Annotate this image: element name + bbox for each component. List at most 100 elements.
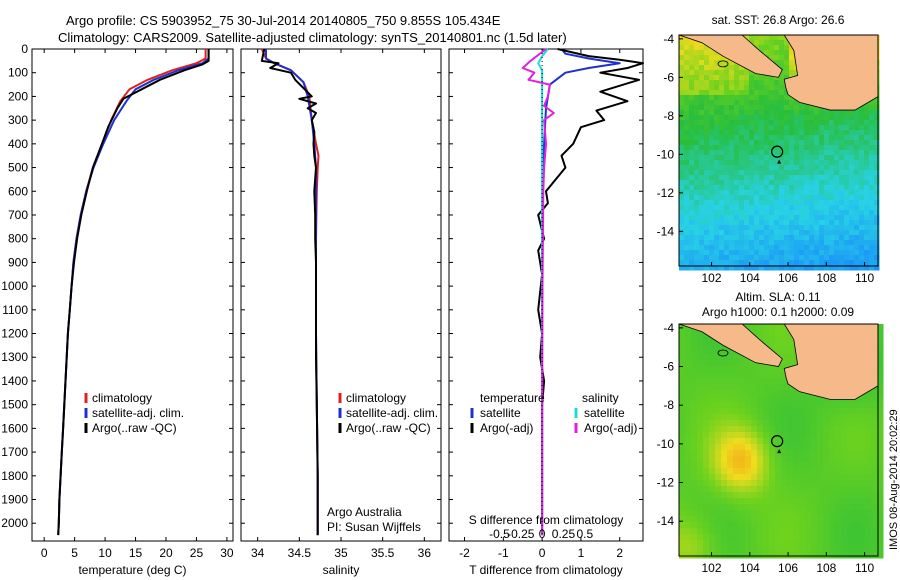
sst_map-cell [814, 165, 820, 171]
sla_map-cell [679, 552, 686, 559]
sst_map-cell [814, 220, 820, 226]
sla_map-cell [709, 462, 716, 469]
sla_map-cell [763, 372, 770, 379]
sst_map-cell [769, 185, 775, 191]
temperature-xtick-label: 20 [159, 546, 173, 560]
sst_map-cell [699, 240, 705, 246]
sst_map-cell [814, 160, 820, 166]
sst_map-cell [694, 105, 700, 111]
sla_map-cell [727, 396, 734, 403]
sla_map-cell [709, 534, 716, 541]
sla_map-cell [721, 552, 728, 559]
sla_map-cell [751, 438, 758, 445]
sla_map-cell [871, 492, 878, 499]
sla_map-cell [781, 330, 788, 337]
sst_map-cell [829, 215, 835, 221]
sst_map-cell [834, 140, 840, 146]
sla_map-cell [799, 486, 806, 493]
sst_map-cell [734, 190, 740, 196]
sla_map-cell [709, 420, 716, 427]
sst_map-cell [764, 175, 770, 181]
sla_map-cell [841, 498, 848, 505]
sst_map-cell [724, 240, 730, 246]
sla_map-cell [829, 498, 836, 505]
sst_map-cell [689, 95, 695, 101]
sst_map-cell [829, 115, 835, 121]
sla_map-cell [841, 426, 848, 433]
sla_map-cell [709, 498, 716, 505]
sst_map-cell [704, 110, 710, 116]
sst_map-cell [749, 120, 755, 126]
sst_map-cell [729, 150, 735, 156]
sla_map-cell [799, 534, 806, 541]
sst_map-cell [699, 185, 705, 191]
sst_map-cell [874, 160, 880, 166]
sla_map-cell [865, 546, 872, 553]
sst_map-cell [744, 170, 750, 176]
sla_map-cell [721, 516, 728, 523]
sla_map-cell [805, 486, 812, 493]
sst_map-cell [764, 225, 770, 231]
sla_map-cell [685, 372, 692, 379]
sla_map-cell [709, 474, 716, 481]
sla_map-cell [787, 456, 794, 463]
sla_map-cell [847, 528, 854, 535]
sst_map-cell [694, 235, 700, 241]
sst_map-cell [874, 255, 880, 261]
sla_map-cell [823, 510, 830, 517]
sla_map-cell [871, 456, 878, 463]
sst_map-cell [709, 225, 715, 231]
sla_map-cell [859, 462, 866, 469]
sst_map-cell [839, 130, 845, 136]
sst_map-cell [769, 105, 775, 111]
sst_map-cell [859, 120, 865, 126]
sst_map-cell [779, 185, 785, 191]
sst_map-cell [729, 255, 735, 261]
sla_map-cell [787, 408, 794, 415]
sla_map-cell [745, 402, 752, 409]
sla_map-cell [691, 486, 698, 493]
sla_map-cell [679, 510, 686, 517]
sla_map-cell [877, 534, 884, 541]
temperature-legend-label: Argo(..raw -QC) [92, 421, 177, 435]
sst_map-cell [749, 185, 755, 191]
sst_map-cell [869, 135, 875, 141]
sla_map-cell [865, 396, 872, 403]
sla_map-cell [799, 546, 806, 553]
sst_map-cell [754, 115, 760, 121]
sla_map-cell [829, 462, 836, 469]
sst_map-cell [679, 210, 685, 216]
sla_map-cell [691, 426, 698, 433]
sst_map-cell [744, 100, 750, 106]
sla_map-cell [787, 498, 794, 505]
sst_map-cell [779, 110, 785, 116]
sst_map-cell [814, 175, 820, 181]
sla_map-cell [799, 414, 806, 421]
sla_map-cell [877, 492, 884, 499]
sst_map-cell [764, 125, 770, 131]
sla_map-cell [859, 528, 866, 535]
sst_map-cell [689, 260, 695, 266]
sst_map-cell [714, 170, 720, 176]
sla_map-cell [685, 522, 692, 529]
sla_map-cell [787, 516, 794, 523]
sla_map-cell [811, 480, 818, 487]
sst_map-cell [834, 225, 840, 231]
sla_map-cell [793, 444, 800, 451]
sst_map-cell [864, 190, 870, 196]
sst_map-cell [734, 185, 740, 191]
sla_map-cell [841, 408, 848, 415]
sst_map-cell [774, 50, 780, 56]
sst_map-cell [799, 150, 805, 156]
sla_map-cell [847, 540, 854, 547]
sst_map-cell [804, 260, 810, 266]
sla_map-cell [841, 474, 848, 481]
sla_map-cell [847, 486, 854, 493]
sst_map-cell [844, 225, 850, 231]
sst_map-cell [679, 80, 685, 86]
sst_map-cell [854, 190, 860, 196]
sla_map-argo-position-marker [771, 435, 784, 448]
sla_map-cell [697, 444, 704, 451]
sst_map-cell [814, 115, 820, 121]
